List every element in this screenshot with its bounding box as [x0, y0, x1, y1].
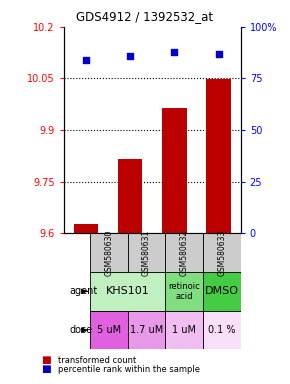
- Bar: [203, 233, 241, 272]
- Point: [172, 49, 177, 55]
- Bar: [165, 311, 203, 349]
- Text: retinoic
acid: retinoic acid: [168, 282, 200, 301]
- Bar: [165, 233, 203, 272]
- Text: percentile rank within the sample: percentile rank within the sample: [58, 365, 200, 374]
- Text: 5 uM: 5 uM: [97, 325, 121, 335]
- Text: KHS101: KHS101: [106, 286, 150, 296]
- Text: 1.7 uM: 1.7 uM: [130, 325, 163, 335]
- Bar: [203, 272, 241, 311]
- Text: GSM580631: GSM580631: [142, 230, 151, 276]
- Bar: [165, 272, 203, 311]
- Text: GDS4912 / 1392532_at: GDS4912 / 1392532_at: [77, 10, 213, 23]
- Point: [128, 53, 133, 59]
- Bar: [203, 311, 241, 349]
- Bar: [90, 233, 128, 272]
- Bar: [162, 108, 186, 233]
- Text: GSM580630: GSM580630: [104, 230, 113, 276]
- Text: 1 uM: 1 uM: [172, 325, 196, 335]
- Text: dose: dose: [69, 325, 93, 335]
- Point: [216, 51, 221, 57]
- Text: ■: ■: [41, 364, 50, 374]
- Bar: [206, 79, 231, 233]
- Text: agent: agent: [69, 286, 98, 296]
- Bar: [128, 311, 165, 349]
- Text: transformed count: transformed count: [58, 356, 136, 365]
- Bar: [74, 224, 98, 233]
- Text: DMSO: DMSO: [205, 286, 239, 296]
- Bar: [118, 159, 142, 233]
- Text: 0.1 %: 0.1 %: [208, 325, 236, 335]
- Point: [84, 57, 88, 63]
- Bar: [90, 272, 165, 311]
- Text: GSM580633: GSM580633: [218, 230, 226, 276]
- Text: GSM580632: GSM580632: [180, 230, 189, 276]
- Bar: [90, 311, 128, 349]
- Text: ■: ■: [41, 355, 50, 365]
- Bar: [128, 233, 165, 272]
